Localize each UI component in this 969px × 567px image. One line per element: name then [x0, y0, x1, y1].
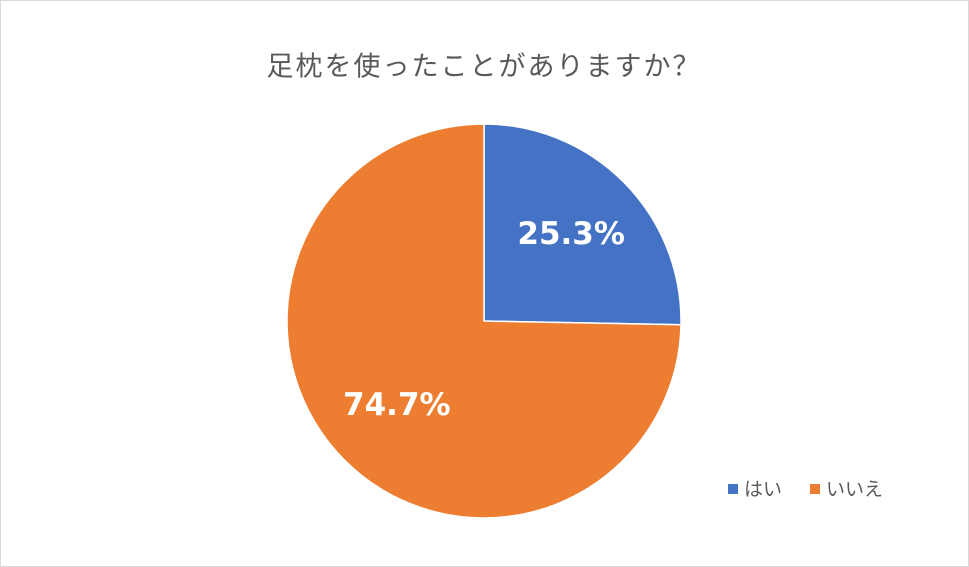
legend-swatch — [810, 484, 821, 494]
legend-label: いいえ — [826, 479, 883, 501]
legend-label: はい — [744, 479, 782, 501]
pie-slice — [483, 123, 682, 326]
data-label: 74.7% — [343, 387, 451, 423]
legend-swatch — [728, 484, 738, 494]
chart-title: 足枕を使ったことがありますか？ — [267, 52, 702, 83]
data-label: 25.3% — [517, 216, 625, 252]
pie-slice — [286, 123, 682, 519]
